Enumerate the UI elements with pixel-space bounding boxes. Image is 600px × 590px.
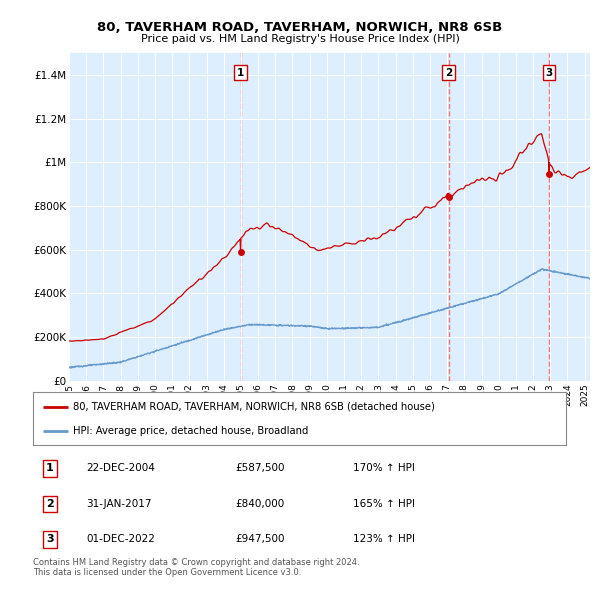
Text: £587,500: £587,500: [235, 463, 285, 473]
Text: HPI: Average price, detached house, Broadland: HPI: Average price, detached house, Broa…: [73, 426, 308, 436]
Text: Contains HM Land Registry data © Crown copyright and database right 2024.
This d: Contains HM Land Registry data © Crown c…: [33, 558, 359, 577]
Text: 80, TAVERHAM ROAD, TAVERHAM, NORWICH, NR8 6SB: 80, TAVERHAM ROAD, TAVERHAM, NORWICH, NR…: [97, 21, 503, 34]
Text: 2: 2: [445, 68, 452, 78]
Text: 165% ↑ HPI: 165% ↑ HPI: [353, 499, 415, 509]
Text: 31-JAN-2017: 31-JAN-2017: [86, 499, 152, 509]
Text: £947,500: £947,500: [235, 535, 285, 545]
Text: 170% ↑ HPI: 170% ↑ HPI: [353, 463, 415, 473]
Text: 01-DEC-2022: 01-DEC-2022: [86, 535, 155, 545]
Text: 22-DEC-2004: 22-DEC-2004: [86, 463, 155, 473]
Text: £840,000: £840,000: [235, 499, 285, 509]
Text: 1: 1: [237, 68, 244, 78]
Text: 2: 2: [46, 499, 54, 509]
Text: 123% ↑ HPI: 123% ↑ HPI: [353, 535, 415, 545]
Text: 80, TAVERHAM ROAD, TAVERHAM, NORWICH, NR8 6SB (detached house): 80, TAVERHAM ROAD, TAVERHAM, NORWICH, NR…: [73, 402, 435, 412]
Text: 1: 1: [46, 463, 54, 473]
Text: 3: 3: [46, 535, 54, 545]
Text: 3: 3: [545, 68, 553, 78]
Text: Price paid vs. HM Land Registry's House Price Index (HPI): Price paid vs. HM Land Registry's House …: [140, 34, 460, 44]
